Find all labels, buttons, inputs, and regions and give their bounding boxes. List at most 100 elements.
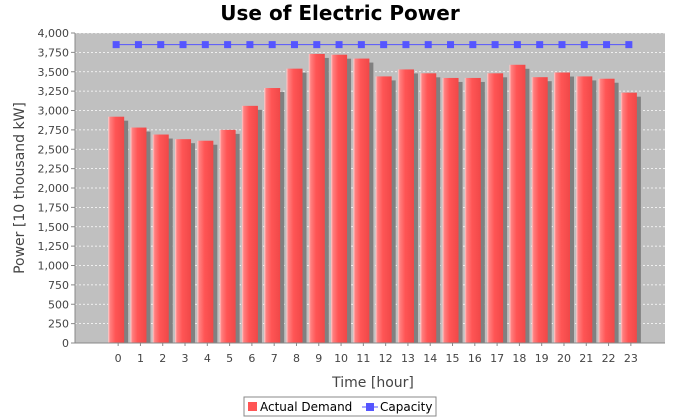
y-tick-label: 1,250 (38, 240, 70, 253)
legend-label-actual-demand: Actual Demand (260, 400, 352, 414)
y-tick-label: 1,750 (38, 201, 70, 214)
chart-title: Use of Electric Power (220, 1, 460, 25)
line-series-capacity (112, 41, 633, 49)
bar (197, 140, 214, 343)
bar (487, 73, 504, 344)
x-tick-label: 21 (579, 352, 593, 365)
bar (397, 69, 414, 344)
legend-box (243, 396, 437, 417)
y-tick-label: 2,250 (38, 163, 70, 176)
x-tick-label: 2 (159, 352, 166, 365)
bar (620, 92, 637, 343)
legend: Actual Demand Capacity (243, 396, 437, 417)
legend-label-capacity: Capacity (380, 400, 432, 414)
capacity-marker (224, 41, 232, 49)
x-tick-label: 11 (356, 352, 370, 365)
capacity-marker (313, 41, 321, 49)
y-tick-label: 500 (48, 298, 69, 311)
x-tick-label: 1 (137, 352, 144, 365)
capacity-marker (580, 41, 588, 49)
y-tick-label: 1,500 (38, 221, 70, 234)
bar (264, 88, 281, 344)
y-tick-label: 4,000 (38, 27, 70, 40)
bar (353, 58, 370, 343)
y-tick-label: 3,000 (38, 105, 70, 118)
x-tick-label: 7 (271, 352, 278, 365)
capacity-marker (112, 41, 120, 49)
bar (420, 73, 437, 344)
capacity-marker (491, 41, 499, 49)
bar (598, 78, 615, 343)
bar (553, 72, 571, 344)
capacity-marker (625, 41, 633, 49)
y-tick-label: 3,250 (38, 85, 70, 98)
capacity-marker (246, 41, 254, 49)
capacity-marker (424, 41, 432, 49)
capacity-marker (290, 41, 298, 49)
capacity-marker (402, 41, 410, 49)
x-tick-label: 23 (624, 352, 638, 365)
y-axis-label: Power [10 thousand kW] (12, 102, 28, 274)
bar (308, 53, 325, 344)
x-tick-label: 12 (379, 352, 393, 365)
x-tick-label: 13 (401, 352, 415, 365)
x-tick-label: 9 (315, 352, 322, 365)
x-tick-label: 10 (334, 352, 348, 365)
legend-swatch-capacity-marker (366, 403, 374, 411)
x-tick-label: 17 (490, 352, 504, 365)
capacity-marker (134, 41, 142, 49)
bar (130, 127, 147, 343)
bar (509, 64, 526, 344)
bar (442, 77, 459, 343)
bar (464, 77, 481, 343)
bar (576, 76, 593, 344)
x-tick-label: 5 (226, 352, 233, 365)
capacity-marker (268, 41, 276, 49)
y-tick-label: 250 (48, 318, 69, 331)
y-tick-label: 750 (48, 279, 69, 292)
y-tick-label: 3,750 (38, 46, 70, 59)
x-tick-label: 8 (293, 352, 300, 365)
x-tick-label: 6 (248, 352, 255, 365)
bar (241, 105, 258, 343)
bar (108, 116, 125, 343)
capacity-marker (536, 41, 544, 49)
x-tick-label: 14 (423, 352, 437, 365)
capacity-marker (357, 41, 365, 49)
x-tick-label: 0 (115, 352, 122, 365)
capacity-marker (447, 41, 455, 49)
x-tick-label: 15 (446, 352, 460, 365)
x-axis-label: Time [hour] (331, 375, 414, 391)
bar (219, 129, 236, 343)
legend-swatch-actual-demand (248, 402, 257, 411)
capacity-marker (157, 41, 165, 49)
bar (531, 77, 548, 344)
bar (286, 68, 303, 344)
capacity-marker (513, 41, 521, 49)
x-tick-label: 19 (535, 352, 549, 365)
capacity-marker (603, 41, 611, 49)
y-tick-label: 1,000 (38, 260, 70, 273)
capacity-marker (558, 41, 566, 49)
bar (375, 76, 392, 344)
bar-series-actual-demand (108, 53, 641, 344)
bar (331, 54, 348, 343)
bar (152, 134, 169, 343)
y-tick-label: 3,500 (38, 66, 70, 79)
x-tick-label: 22 (602, 352, 616, 365)
y-tick-label: 0 (62, 337, 69, 350)
x-tick-label: 4 (204, 352, 211, 365)
x-tick-label: 20 (557, 352, 571, 365)
capacity-marker (335, 41, 343, 49)
x-tick-label: 16 (468, 352, 482, 365)
y-tick-label: 2,500 (38, 143, 70, 156)
y-tick-label: 2,000 (38, 182, 70, 195)
x-tick-label: 3 (182, 352, 189, 365)
y-tick-label: 2,750 (38, 124, 70, 137)
capacity-marker (201, 41, 209, 49)
capacity-marker (179, 41, 187, 49)
axes: 02505007501,0001,2501,5001,7502,0002,250… (38, 27, 665, 365)
x-tick-label: 18 (512, 352, 526, 365)
capacity-marker (380, 41, 388, 49)
